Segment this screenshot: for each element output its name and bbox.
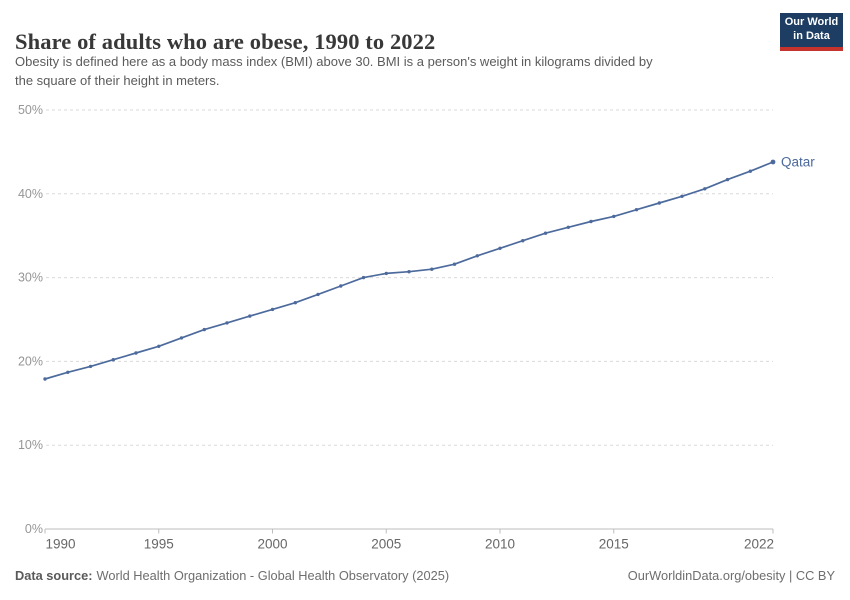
y-tick-label-20: 20% [18, 354, 43, 368]
owid-logo-line2: in Data [793, 29, 830, 42]
owid-logo-box: Our World in Data [780, 13, 843, 47]
owid-logo-line1: Our World [784, 16, 839, 28]
data-point-2014 [589, 219, 593, 224]
data-point-2000 [270, 307, 275, 312]
data-point-2020 [725, 177, 730, 182]
data-point-2010 [498, 246, 502, 250]
y-tick-label-0: 0% [25, 522, 43, 536]
data-point-2019 [703, 187, 707, 191]
data-point-2017 [657, 201, 661, 205]
data-point-2003 [339, 284, 343, 288]
data-point-2005 [384, 271, 388, 276]
data-point-2004 [361, 275, 366, 280]
data-point-1994 [134, 351, 138, 355]
data-point-2002 [316, 292, 320, 297]
owid-url-link[interactable]: OurWorldinData.org/obesity | CC BY [627, 568, 835, 583]
x-tick-label-2022: 2022 [744, 537, 774, 552]
x-tick-label-2005: 2005 [371, 537, 401, 552]
x-tick-label-1995: 1995 [144, 537, 174, 552]
series-end-label-qatar: Qatar [781, 154, 815, 169]
data-point-1998 [225, 321, 229, 325]
y-tick-label-50: 50% [18, 103, 43, 117]
y-tick-label-10: 10% [18, 438, 43, 452]
data-point-2016 [634, 208, 639, 212]
data-point-2001 [293, 301, 297, 305]
y-tick-label-40: 40% [18, 187, 43, 201]
owid-logo[interactable]: Our World in Data [780, 13, 843, 51]
chart-subtitle: Obesity is defined here as a body mass i… [15, 52, 653, 90]
x-tick-label-2000: 2000 [257, 537, 287, 552]
data-source-label: Data source: [15, 568, 93, 583]
owid-logo-red-bar [780, 47, 843, 51]
x-tick-label-1990: 1990 [46, 537, 76, 552]
x-tick-label-2015: 2015 [599, 537, 629, 552]
chart-title: Share of adults who are obese, 1990 to 2… [15, 29, 436, 55]
data-point-2018 [680, 194, 684, 198]
data-point-1997 [202, 327, 206, 332]
data-point-1996 [179, 336, 184, 340]
data-point-2021 [748, 169, 752, 173]
data-point-1993 [111, 358, 116, 362]
data-point-2013 [566, 225, 570, 229]
data-point-2022 [770, 159, 776, 165]
data-point-1991 [66, 370, 70, 374]
data-point-2007 [430, 267, 434, 271]
x-tick-label-2010: 2010 [485, 537, 515, 552]
chart-footer: Data source: World Health Organization - … [15, 568, 835, 583]
data-point-2012 [543, 231, 548, 235]
data-source-text: World Health Organization - Global Healt… [96, 568, 450, 583]
data-point-2015 [612, 214, 616, 219]
data-point-2006 [407, 270, 411, 274]
data-point-2008 [452, 262, 457, 266]
data-point-2009 [475, 254, 479, 258]
chart-subtitle-line1: Obesity is defined here as a body mass i… [15, 54, 653, 69]
data-point-1995 [157, 344, 161, 348]
data-point-1999 [248, 314, 252, 318]
obesity-line-chart: 0% 10% 20% 30% 40% 50% 1990 1995 2000 2005 2010 201… [18, 103, 815, 552]
chart-subtitle-line2: the square of their height in meters. [15, 73, 220, 88]
y-tick-label-30: 30% [18, 271, 43, 285]
data-point-1990 [43, 377, 47, 381]
data-point-1992 [88, 364, 93, 369]
data-point-2011 [521, 239, 525, 243]
data-source-note: Data source: World Health Organization - … [15, 568, 449, 583]
